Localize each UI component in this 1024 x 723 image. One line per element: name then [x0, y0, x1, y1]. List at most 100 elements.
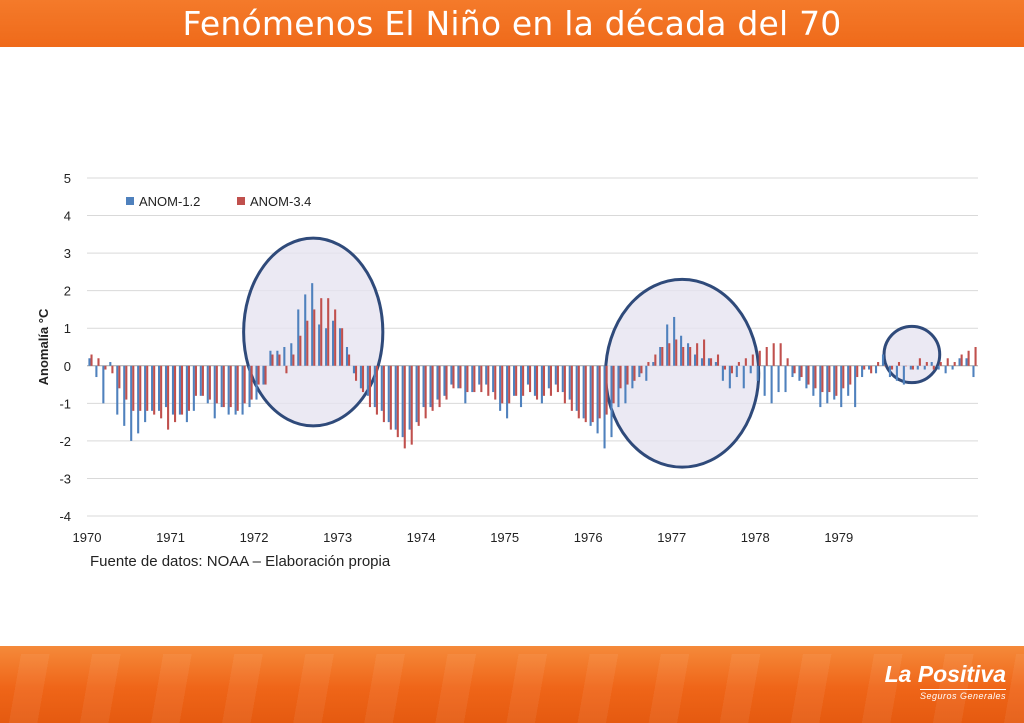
y-tick-label: 4: [64, 209, 71, 224]
bar-anom-34: [953, 362, 956, 366]
bar-anom-34: [215, 365, 218, 404]
x-tick-label: 1979: [824, 530, 853, 545]
bar-anom-34: [271, 354, 274, 366]
bar-anom-12: [373, 365, 376, 408]
bar-anom-34: [382, 365, 385, 423]
bar-anom-34: [515, 365, 518, 396]
bar-anom-34: [139, 365, 142, 411]
bar-anom-12: [881, 354, 885, 366]
bar-anom-34: [556, 365, 559, 393]
bar-anom-34: [90, 354, 93, 366]
bar-anom-12: [784, 365, 787, 393]
bar-anom-34: [125, 365, 128, 400]
bar-anom-34: [452, 365, 455, 389]
bar-anom-12: [88, 358, 91, 366]
bar-anom-34: [327, 298, 330, 366]
bar-anom-34: [939, 362, 942, 366]
el-nino-anomaly-chart: 5 4 3 2 1 0 -1 -2 -3 -4 Anomalía °C 1970 1971 1972 197…: [36, 171, 978, 545]
bar-anom-34: [605, 365, 608, 415]
bar-anom-12: [610, 365, 613, 438]
y-tick-label: 1: [64, 321, 71, 336]
y-tick-label: 2: [64, 284, 71, 299]
bar-anom-12: [519, 365, 523, 408]
bar-anom-34: [348, 354, 351, 366]
bar-anom-34: [361, 365, 365, 393]
bar-anom-12: [116, 365, 119, 415]
bar-anom-12: [352, 365, 355, 374]
bar-anom-12: [798, 365, 801, 381]
bar-anom-34: [487, 365, 490, 396]
bar-anom-34: [250, 365, 253, 400]
bar-anom-34: [396, 365, 399, 438]
y-tick-label: -4: [59, 509, 71, 524]
x-tick-label: 1975: [490, 530, 519, 545]
bar-anom-12: [791, 365, 794, 378]
bar-anom-34: [877, 362, 880, 366]
x-tick-label: 1971: [156, 530, 185, 545]
y-tick-label: 5: [64, 171, 71, 186]
bar-anom-34: [410, 365, 413, 445]
bar-anom-34: [431, 365, 434, 411]
bar-anom-12: [471, 365, 474, 393]
bar-anom-12: [422, 365, 425, 408]
bar-anom-34: [236, 365, 239, 411]
bar-anom-34: [793, 365, 796, 374]
bar-anom-12: [429, 365, 432, 408]
bar-anom-12: [415, 365, 418, 423]
bar-anom-34: [751, 354, 754, 366]
bar-anom-34: [897, 362, 901, 366]
bar-anom-34: [640, 365, 643, 374]
legend-swatch: [126, 197, 134, 205]
bar-anom-12: [464, 365, 467, 404]
bar-anom-12: [965, 358, 968, 366]
bar-anom-34: [542, 365, 546, 396]
bar-anom-34: [807, 365, 810, 385]
bar-anom-12: [554, 365, 557, 385]
bar-anom-12: [833, 365, 836, 400]
bar-anom-12: [206, 365, 209, 404]
bar-anom-12: [255, 365, 258, 400]
legend-swatch: [237, 197, 245, 205]
bar-anom-34: [744, 358, 747, 366]
bar-anom-12: [436, 365, 439, 400]
bar-anom-12: [763, 365, 766, 396]
bar-anom-12: [526, 365, 530, 385]
bar-anom-34: [187, 365, 191, 411]
bar-anom-34: [180, 365, 184, 415]
bar-anom-12: [227, 365, 230, 415]
bar-anom-34: [765, 347, 768, 366]
bar-anom-34: [849, 365, 852, 385]
bar-anom-12: [659, 347, 662, 366]
footer-decoration: [0, 654, 1024, 723]
bar-anom-12: [513, 365, 516, 396]
bar-anom-12: [680, 335, 683, 366]
bar-anom-34: [626, 365, 629, 385]
bar-anom-34: [863, 365, 866, 370]
bar-anom-12: [178, 365, 181, 415]
bar-anom-12: [283, 347, 286, 366]
bar-anom-34: [354, 365, 358, 381]
bar-anom-12: [359, 365, 362, 389]
bar-anom-12: [777, 365, 780, 393]
bar-anom-12: [742, 365, 745, 389]
y-tick-label: 0: [64, 359, 71, 374]
bar-anom-12: [450, 365, 453, 385]
bar-anom-12: [958, 358, 961, 366]
bar-anom-12: [408, 365, 411, 430]
bar-anom-34: [306, 320, 309, 366]
bar-anom-34: [842, 365, 845, 389]
x-tick-label: 1976: [574, 530, 603, 545]
bar-anom-34: [375, 365, 378, 415]
bar-anom-34: [828, 365, 831, 393]
bar-anom-34: [201, 365, 204, 396]
gridlines: [87, 177, 978, 517]
bar-anom-12: [582, 365, 585, 419]
bar-anom-12: [819, 365, 822, 408]
x-tick-label: 1970: [73, 530, 102, 545]
bar-anom-34: [153, 365, 156, 415]
title-bar: Fenómenos El Niño en la década del 70: [0, 0, 1024, 47]
bar-anom-12: [102, 365, 105, 404]
bar-anom-34: [132, 365, 135, 411]
bar-anom-34: [730, 365, 733, 374]
bar-anom-34: [716, 354, 720, 366]
